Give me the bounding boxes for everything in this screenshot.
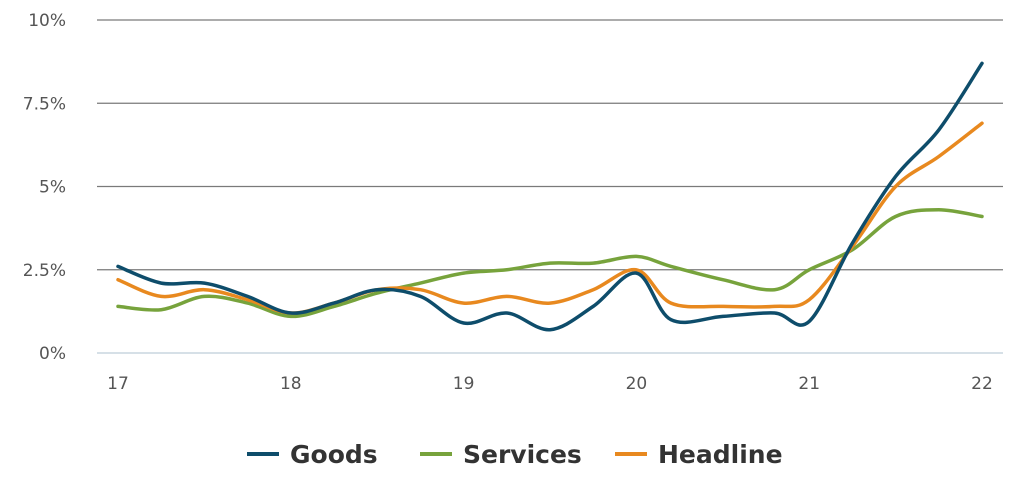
x-tick-label: 22 bbox=[971, 374, 993, 394]
legend-item-services: Services bbox=[420, 440, 582, 469]
y-tick-label: 10% bbox=[28, 11, 66, 31]
x-tick-label: 19 bbox=[453, 374, 475, 394]
legend-label: Goods bbox=[290, 440, 378, 469]
legend-item-goods: Goods bbox=[247, 440, 378, 469]
x-axis-ticks: 17 18 19 20 21 22 bbox=[107, 374, 993, 394]
y-axis-ticks: 0% 2.5% 5% 7.5% 10% bbox=[23, 11, 66, 364]
series-line-goods bbox=[116, 61, 984, 332]
x-tick-label: 20 bbox=[626, 374, 648, 394]
series-line-services bbox=[116, 208, 984, 319]
legend: Goods Services Headline bbox=[247, 440, 783, 469]
y-tick-label: 2.5% bbox=[23, 261, 66, 281]
series-line-headline bbox=[116, 121, 984, 315]
gridlines bbox=[97, 19, 1003, 354]
y-tick-label: 5% bbox=[39, 178, 66, 198]
x-tick-label: 21 bbox=[798, 374, 820, 394]
y-tick-label: 0% bbox=[39, 344, 66, 364]
legend-label: Services bbox=[463, 440, 582, 469]
y-tick-label: 7.5% bbox=[23, 94, 66, 114]
series-lines bbox=[116, 61, 984, 332]
x-tick-label: 18 bbox=[280, 374, 302, 394]
legend-item-headline: Headline bbox=[615, 440, 783, 469]
legend-label: Headline bbox=[658, 440, 783, 469]
x-tick-label: 17 bbox=[107, 374, 129, 394]
